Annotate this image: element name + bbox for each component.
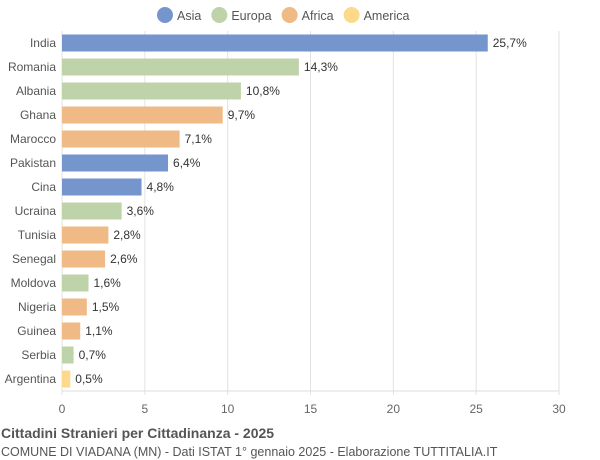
- data-label: 7,1%: [185, 132, 213, 146]
- bar-ucraina: [62, 202, 122, 220]
- chart-title: Cittadini Stranieri per Cittadinanza - 2…: [1, 425, 275, 441]
- bar-argentina: [62, 370, 71, 388]
- category-label: Albania: [16, 84, 56, 98]
- legend-label: Africa: [302, 9, 334, 23]
- data-label: 1,1%: [85, 324, 113, 338]
- category-label: Marocco: [10, 132, 56, 146]
- x-tick-label: 5: [141, 402, 148, 416]
- data-label: 6,4%: [173, 156, 201, 170]
- bar-marocco: [62, 130, 180, 148]
- bar-moldova: [62, 274, 89, 292]
- category-label: Serbia: [21, 348, 56, 362]
- legend-marker-africa: [281, 7, 298, 23]
- x-tick-label: 0: [59, 402, 66, 416]
- data-label: 2,6%: [110, 252, 138, 266]
- category-label: Romania: [8, 60, 56, 74]
- category-label: Pakistan: [10, 156, 56, 170]
- bar-nigeria: [62, 298, 87, 316]
- bar-guinea: [62, 322, 81, 340]
- category-label: Moldova: [11, 276, 57, 290]
- data-label: 0,7%: [79, 348, 107, 362]
- bar-tunisia: [62, 226, 109, 244]
- legend-label: Europa: [231, 9, 271, 23]
- legend-label: Asia: [177, 9, 201, 23]
- data-label: 0,5%: [75, 372, 103, 386]
- data-label: 10,8%: [246, 84, 280, 98]
- category-label: Nigeria: [18, 300, 56, 314]
- legend-marker-america: [343, 7, 360, 23]
- legend-marker-europa: [211, 7, 228, 23]
- bar-chart: 0 5 10 15 20 25 30 India 25,7% Romania 14,3% Albani…: [5, 7, 566, 416]
- bar-cina: [62, 178, 142, 196]
- data-label: 4,8%: [147, 180, 175, 194]
- legend-marker-asia: [157, 7, 173, 23]
- data-label: 1,6%: [94, 276, 122, 290]
- category-label: Senegal: [12, 252, 56, 266]
- category-label: Cina: [31, 180, 56, 194]
- bar-pakistan: [62, 154, 169, 172]
- data-label: 3,6%: [127, 204, 155, 218]
- data-label: 14,3%: [304, 60, 338, 74]
- bar-serbia: [62, 346, 74, 364]
- bar-india: [62, 34, 488, 52]
- category-label: Ghana: [20, 108, 56, 122]
- bar-senegal: [62, 250, 106, 268]
- bar-albania: [62, 82, 241, 100]
- data-label: 2,8%: [113, 228, 141, 242]
- category-label: Tunisia: [18, 228, 57, 242]
- x-tick-label: 15: [304, 402, 318, 416]
- data-label: 9,7%: [228, 108, 256, 122]
- x-tick-label: 20: [387, 402, 401, 416]
- legend-label: America: [364, 9, 410, 23]
- bar-ghana: [62, 106, 223, 124]
- category-label: Guinea: [17, 324, 56, 338]
- category-label: Ucraina: [15, 204, 57, 218]
- data-label: 25,7%: [493, 36, 527, 50]
- x-tick-label: 25: [469, 402, 483, 416]
- bar-romania: [62, 58, 299, 76]
- chart-subtitle: COMUNE DI VIADANA (MN) - Dati ISTAT 1° g…: [1, 445, 498, 459]
- data-label: 1,5%: [92, 300, 120, 314]
- category-label: Argentina: [5, 372, 57, 386]
- x-tick-label: 30: [552, 402, 566, 416]
- x-tick-label: 10: [221, 402, 235, 416]
- category-label: India: [30, 36, 56, 50]
